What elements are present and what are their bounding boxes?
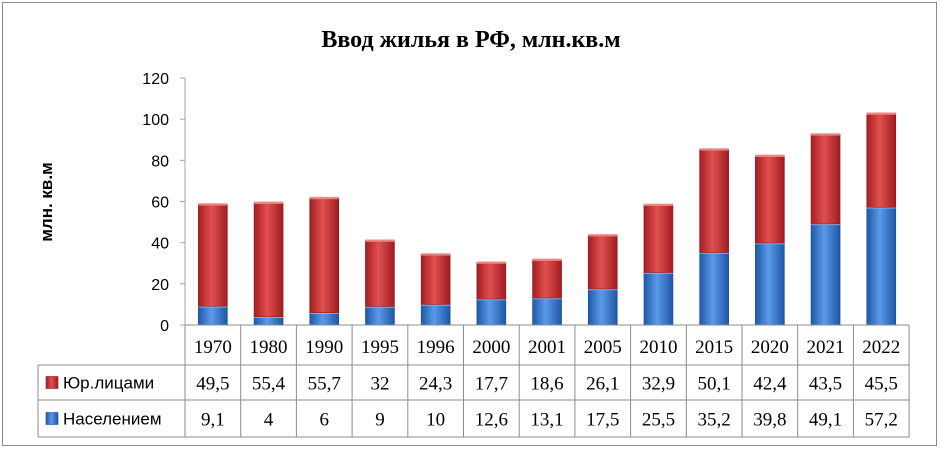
x-category-label: 2022: [862, 337, 900, 358]
data-value-label: 10: [426, 410, 445, 431]
bar-population: [587, 288, 618, 326]
bar-population: [365, 306, 395, 326]
bar-population: [420, 304, 451, 326]
y-tick-label: 20: [151, 277, 169, 294]
bar-legal-entities: [309, 197, 340, 313]
bar-legal-entities-cap: [198, 203, 228, 206]
data-value-label: 43,5: [809, 374, 842, 395]
x-category-label: 2001: [528, 337, 566, 358]
bar-population: [476, 298, 507, 326]
bar-legal-entities-cap: [811, 133, 841, 136]
bar-legal-entities-cap: [309, 196, 339, 200]
bar-legal-entities-cap: [588, 234, 618, 237]
data-value-label: 6: [320, 410, 330, 431]
bar-population: [866, 206, 897, 326]
bar-legal-entities-cap: [532, 258, 562, 261]
y-axis-label: млн. кв.м: [37, 162, 56, 241]
data-value-label: 57,2: [865, 410, 898, 431]
legend-swatch: [45, 412, 59, 425]
bar-legal-entities-cap: [699, 148, 729, 151]
bar-population: [699, 252, 729, 326]
bar-population: [532, 297, 562, 326]
bar-legal-entities-cap: [866, 112, 896, 115]
bar-legal-entities-cap: [643, 203, 673, 206]
y-tick-label: 80: [151, 153, 169, 170]
bar-legal-entities: [699, 149, 729, 253]
x-category-label: 2015: [695, 337, 733, 358]
bar-legal-entities-cap: [254, 201, 284, 204]
data-value-label: 49,5: [196, 374, 229, 395]
bar-population: [755, 242, 785, 326]
data-value-label: 32,9: [642, 374, 675, 395]
data-value-label: 26,1: [586, 374, 619, 395]
x-category-label: 1980: [250, 337, 288, 358]
bar-legal-entities: [365, 240, 395, 307]
bar-legal-entities: [755, 155, 785, 244]
bar-legal-entities-cap: [365, 239, 395, 242]
bar-legal-entities: [810, 134, 841, 225]
bar-legal-entities-cap: [476, 261, 506, 264]
data-value-label: 55,4: [252, 374, 286, 395]
data-value-label: 4: [264, 410, 274, 431]
x-category-label: 2005: [584, 337, 622, 358]
bar-legal-entities-cap: [755, 154, 785, 158]
bar-population: [810, 223, 841, 326]
data-value-label: 13,1: [530, 410, 563, 431]
y-tick-label: 100: [142, 112, 169, 129]
data-value-label: 45,5: [865, 374, 898, 395]
bar-population: [643, 272, 674, 326]
bar-legal-entities: [420, 254, 451, 305]
bar-legal-entities: [587, 234, 618, 290]
data-value-label: 24,3: [419, 374, 452, 395]
y-tick-label: 120: [142, 71, 169, 88]
data-value-label: 9,1: [201, 410, 225, 431]
bar-legal-entities: [476, 262, 507, 300]
data-value-label: 32: [370, 374, 389, 395]
x-category-label: 2020: [751, 337, 789, 358]
legend-swatch: [45, 376, 59, 389]
x-category-label: 1996: [417, 337, 455, 358]
x-category-label: 1995: [361, 337, 399, 358]
bar-population: [253, 316, 284, 326]
bar-legal-entities: [866, 113, 897, 208]
bar-legal-entities: [198, 204, 228, 307]
x-category-label: 2010: [639, 337, 677, 358]
bar-legal-entities-cap: [421, 253, 451, 256]
bar-legal-entities: [532, 259, 562, 299]
data-value-label: 25,5: [642, 410, 675, 431]
data-value-label: 55,7: [308, 374, 341, 395]
bars: [198, 112, 897, 326]
x-category-label: 1970: [194, 337, 232, 358]
data-value-label: 18,6: [530, 374, 563, 395]
chart-title: Ввод жилья в РФ, млн.кв.м: [321, 27, 620, 53]
data-value-label: 12,6: [475, 410, 508, 431]
data-value-label: 42,4: [753, 374, 787, 395]
data-value-label: 39,8: [753, 410, 786, 431]
data-value-label: 50,1: [698, 374, 731, 395]
legend-label: Юр.лицами: [63, 374, 154, 393]
data-table: 1970 1980 1990 1995 1996 2000 2001 2005 2010 2015…: [37, 324, 910, 438]
data-value-label: 35,2: [698, 410, 731, 431]
bar-population: [309, 312, 340, 326]
x-category-label: 1990: [305, 337, 343, 358]
data-value-label: 17,5: [586, 410, 619, 431]
y-tick-label: 40: [151, 236, 169, 253]
data-value-label: 17,7: [475, 374, 508, 395]
y-tick-label: 60: [151, 195, 169, 212]
bar-population: [198, 305, 228, 326]
data-value-label: 49,1: [809, 410, 842, 431]
x-category-label: 2021: [807, 337, 845, 358]
y-tick-label: 0: [160, 318, 169, 335]
legend-label: Населением: [63, 410, 162, 429]
data-value-label: 9: [375, 410, 385, 431]
x-category-label: 2000: [472, 337, 510, 358]
y-axis: 0 20 40 60 80 100 120: [142, 71, 186, 335]
bar-legal-entities: [643, 204, 674, 273]
bar-legal-entities: [253, 202, 284, 318]
